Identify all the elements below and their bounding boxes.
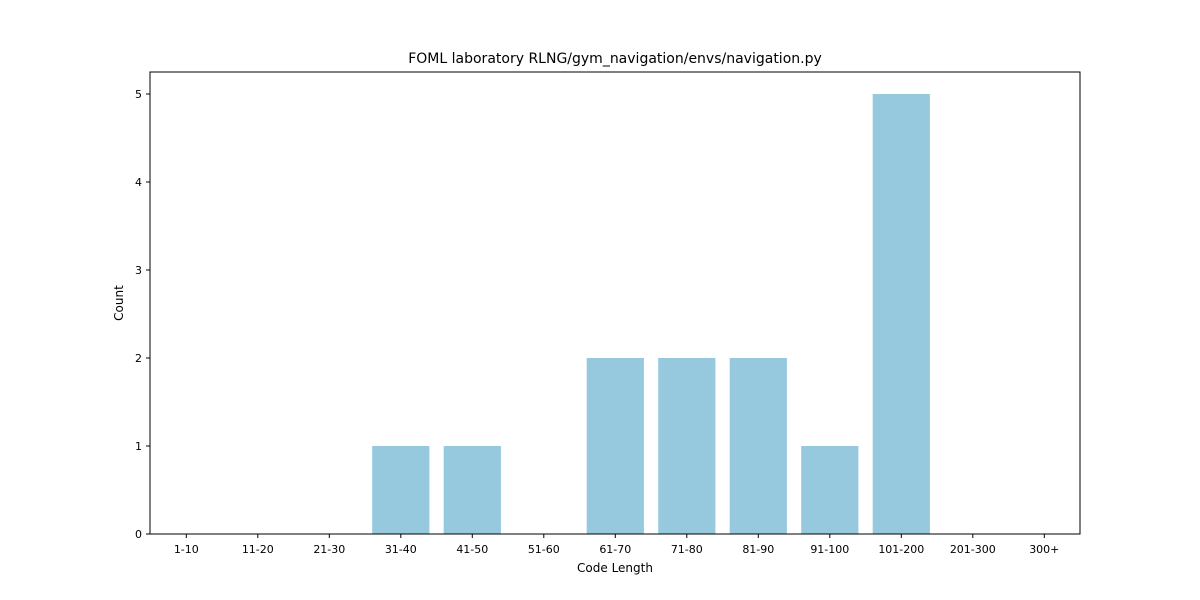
y-tick-label: 1 xyxy=(135,440,142,453)
x-tick-label: 31-40 xyxy=(385,543,417,556)
bar-81-90 xyxy=(729,358,787,534)
x-axis-label: Code Length xyxy=(577,561,653,575)
bar-31-40 xyxy=(372,446,430,534)
x-tick-label: 71-80 xyxy=(671,543,703,556)
bar-101-200 xyxy=(872,94,930,534)
bar-71-80 xyxy=(658,358,716,534)
x-tick-label: 201-300 xyxy=(950,543,996,556)
x-axis-ticks: 1-10 11-20 21-30 31-40 41-50 51-60 61-70 71-80 8… xyxy=(174,534,1059,556)
y-axis-label: Count xyxy=(112,285,126,321)
bar-61-70 xyxy=(586,358,644,534)
y-tick-label: 5 xyxy=(135,88,142,101)
x-tick-label: 81-90 xyxy=(742,543,774,556)
y-tick-label: 3 xyxy=(135,264,142,277)
bar-91-100 xyxy=(801,446,859,534)
plot-frame xyxy=(149,71,1081,535)
chart-title: FOML laboratory RLNG/gym_navigation/envs… xyxy=(408,51,822,67)
x-tick-label: 11-20 xyxy=(242,543,274,556)
bars-group xyxy=(372,94,930,534)
x-tick-label: 91-100 xyxy=(810,543,849,556)
y-axis-ticks: 0 1 2 3 4 5 xyxy=(135,88,150,541)
x-tick-label: 300+ xyxy=(1029,543,1059,556)
x-tick-label: 61-70 xyxy=(599,543,631,556)
y-tick-label: 0 xyxy=(135,528,142,541)
x-tick-label: 41-50 xyxy=(456,543,488,556)
x-tick-label: 51-60 xyxy=(528,543,560,556)
x-tick-label: 1-10 xyxy=(174,543,199,556)
x-tick-label: 101-200 xyxy=(878,543,924,556)
y-tick-label: 4 xyxy=(135,176,142,189)
x-tick-label: 21-30 xyxy=(313,543,345,556)
bar-41-50 xyxy=(443,446,501,534)
y-tick-label: 2 xyxy=(135,352,142,365)
